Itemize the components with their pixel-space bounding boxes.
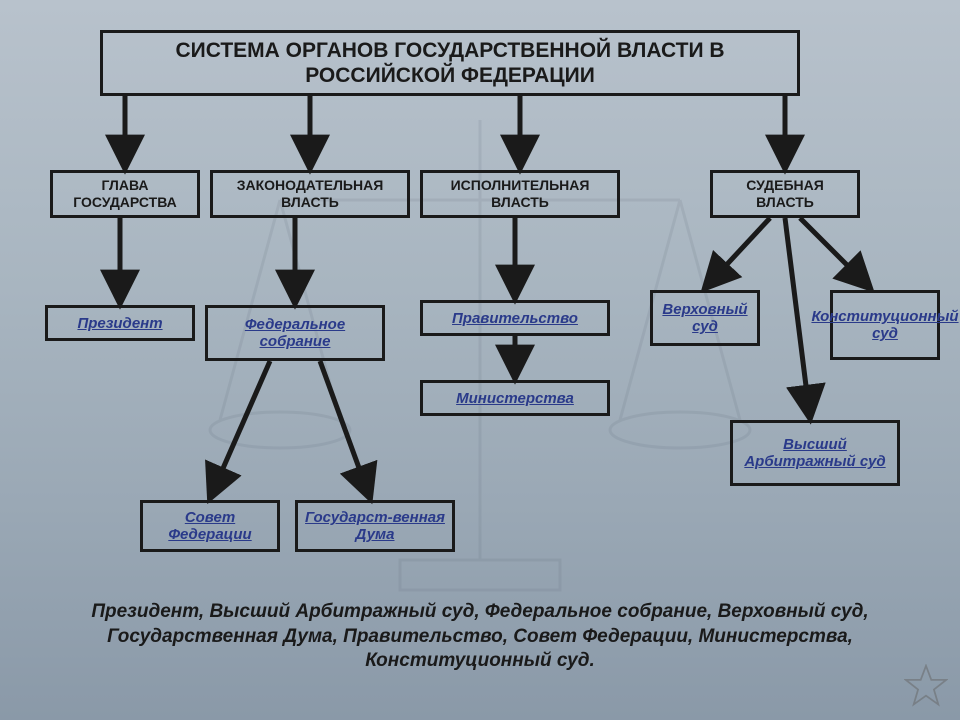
diagram-container: СИСТЕМА ОРГАНОВ ГОСУДАРСТВЕННОЙ ВЛАСТИ В… <box>0 0 960 720</box>
node-supreme-court: Верховный суд <box>650 290 760 346</box>
branch-judicial: СУДЕБНАЯ ВЛАСТЬ <box>710 170 860 218</box>
node-arbitration-court: Высший Арбитражный суд <box>730 420 900 486</box>
node-government: Правительство <box>420 300 610 336</box>
node-constitutional-court: Конституционный суд <box>830 290 940 360</box>
footer-text: Президент, Высший Арбитражный суд, Федер… <box>60 600 900 674</box>
title-box: СИСТЕМА ОРГАНОВ ГОСУДАРСТВЕННОЙ ВЛАСТИ В… <box>100 30 800 96</box>
node-ministries: Министерства <box>420 380 610 416</box>
branch-head-of-state: ГЛАВА ГОСУДАРСТВА <box>50 170 200 218</box>
branch-legislative: ЗАКОНОДАТЕЛЬНАЯ ВЛАСТЬ <box>210 170 410 218</box>
node-federal-assembly: Федеральное собрание <box>205 305 385 361</box>
node-federation-council: Совет Федерации <box>140 500 280 552</box>
node-president: Президент <box>45 305 195 341</box>
node-state-duma: Государст-венная Дума <box>295 500 455 552</box>
branch-executive: ИСПОЛНИТЕЛЬНАЯ ВЛАСТЬ <box>420 170 620 218</box>
star-icon <box>904 664 948 708</box>
